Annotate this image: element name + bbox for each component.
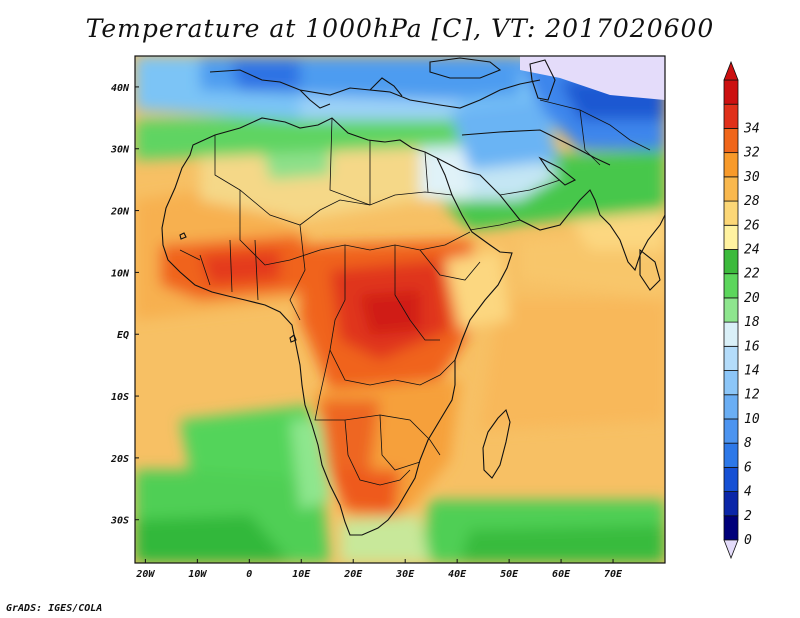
colorbar-label: 8	[744, 436, 752, 451]
colorbar-swatch	[723, 249, 739, 275]
colorbar-swatch	[723, 79, 739, 105]
lat-tick-label: EQ	[117, 330, 129, 341]
colorbar-label: 4	[744, 485, 752, 500]
colorbar-swatch	[723, 370, 739, 396]
colorbar-label: 28	[744, 194, 760, 209]
colorbar-label: 30	[743, 170, 760, 185]
lon-tick-label: 20E	[343, 569, 363, 580]
colorbar-swatch	[723, 273, 739, 299]
colorbar-label: 32	[743, 146, 760, 161]
lat-tick-label: 30S	[110, 516, 129, 527]
lat-tick-label: 30N	[110, 145, 130, 156]
colorbar-label: 14	[744, 364, 760, 379]
temperature-field	[135, 56, 665, 563]
colorbar-label: 12	[744, 388, 760, 403]
colorbar-label: 16	[744, 339, 760, 354]
lon-tick-label: 40E	[448, 569, 467, 580]
lon-tick-label: 30E	[395, 569, 415, 580]
lon-tick-label: 60E	[552, 569, 571, 580]
colorbar-swatch	[723, 345, 739, 371]
lat-tick-label: 40N	[111, 83, 130, 94]
colorbar-label: 18	[744, 315, 760, 330]
longitude-axis: 20W 10W 0 10E 20E 30E 40E 50E 60E 70E	[135, 559, 623, 580]
colorbar-swatch	[723, 224, 739, 250]
coastlines	[161, 57, 665, 536]
lon-tick-label: 10E	[292, 569, 311, 580]
colorbar-label: 6	[744, 460, 752, 475]
colorbar-over-arrow	[723, 60, 739, 81]
colorbar-label: 2	[744, 509, 752, 524]
colorbar-label: 24	[744, 242, 760, 257]
colorbar-swatch	[723, 176, 739, 202]
colorbar-swatch	[723, 466, 739, 492]
colorbar-swatch	[723, 491, 739, 517]
map-title: Temperature at 1000hPa [C], VT: 20170206…	[85, 14, 715, 43]
colorbar-swatch	[723, 200, 739, 226]
colorbar-label: 34	[743, 121, 760, 136]
colorbar-swatch	[723, 418, 739, 444]
colorbar-swatch	[723, 152, 739, 178]
lat-tick-label: 10N	[111, 268, 130, 279]
colorbar-label: 20	[744, 291, 760, 306]
lon-tick-label: 20W	[135, 569, 155, 580]
lat-tick-label: 10S	[111, 392, 129, 403]
colorbar-under-arrow	[723, 539, 739, 560]
latitude-axis: 40N 30N 20N 10N EQ 10S 20S 30S	[110, 83, 139, 527]
colorbar-swatch	[723, 128, 739, 154]
colorbar-swatch	[723, 297, 739, 323]
colorbar-swatch	[723, 394, 739, 420]
plot-frame	[134, 55, 666, 564]
lat-tick-label: 20N	[110, 207, 130, 218]
lat-tick-label: 20S	[110, 454, 129, 465]
lon-tick-label: 70E	[604, 569, 623, 580]
colorbar-swatch	[723, 442, 739, 468]
footer-credit: GrADS: IGES/COLA	[6, 603, 103, 614]
colorbar-label: 10	[744, 412, 760, 427]
missing-data-region	[520, 56, 665, 100]
lon-tick-label: 10W	[188, 569, 207, 580]
colorbar-label: 26	[744, 218, 760, 233]
colorbar-swatch	[723, 103, 739, 129]
colorbar-label: 0	[744, 533, 752, 548]
colorbar-label: 22	[744, 267, 760, 282]
lon-tick-label: 0	[246, 569, 252, 580]
lon-tick-label: 50E	[500, 569, 519, 580]
colorbar-swatch	[723, 515, 739, 541]
country-borders	[179, 99, 651, 486]
colorbar-swatch	[723, 321, 739, 347]
